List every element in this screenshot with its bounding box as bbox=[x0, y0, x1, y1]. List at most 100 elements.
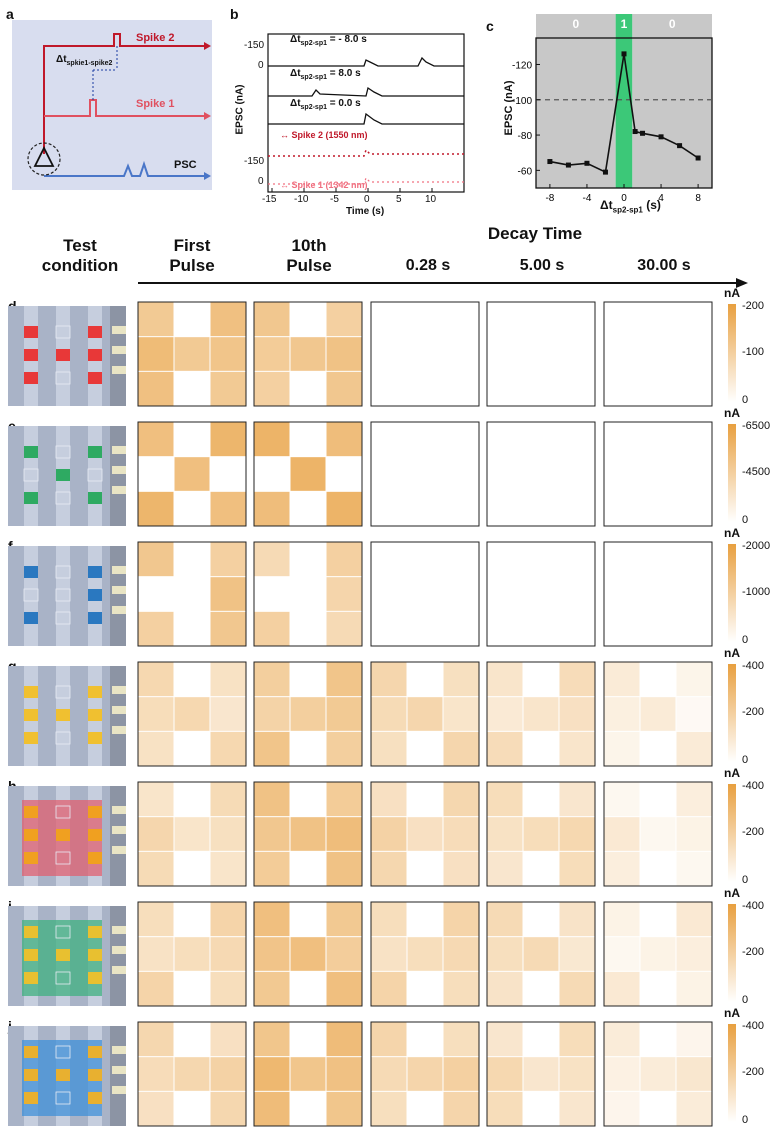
chip-pad bbox=[112, 826, 126, 834]
heatmap-cell bbox=[210, 1057, 246, 1091]
colorbar-tick: 0 bbox=[742, 874, 749, 886]
colorbar-unit: nA bbox=[724, 286, 740, 300]
row-graphics bbox=[8, 421, 736, 527]
heatmap-frame bbox=[603, 301, 713, 407]
chip-edge bbox=[110, 546, 126, 646]
heatmap-cell bbox=[371, 782, 407, 817]
heatmap-cell bbox=[210, 662, 246, 697]
heatmap-cell bbox=[210, 542, 246, 577]
panel-b-plot bbox=[267, 33, 465, 193]
heatmap-cell bbox=[676, 971, 712, 1006]
heatmap-cell bbox=[559, 731, 595, 766]
neuron-icon bbox=[33, 145, 55, 167]
xtick: 10 bbox=[425, 194, 437, 205]
pixel-active bbox=[24, 492, 38, 504]
heatmap-border bbox=[603, 901, 713, 1007]
pixel-idle bbox=[55, 1091, 71, 1105]
heatmap-cell bbox=[487, 1091, 523, 1126]
heatmap-cell bbox=[326, 577, 362, 611]
heatmap-border bbox=[603, 781, 713, 887]
heatmap-cell bbox=[326, 1091, 362, 1126]
chip-pad bbox=[112, 1066, 126, 1074]
pixel-active bbox=[88, 326, 102, 338]
heatmap-cell bbox=[604, 697, 640, 731]
heatmap-border bbox=[253, 541, 363, 647]
heatmap-cell bbox=[604, 817, 640, 851]
trace-line bbox=[268, 56, 464, 67]
heatmap-frame bbox=[603, 541, 713, 647]
heatmap-cell bbox=[210, 422, 246, 457]
heatmap-cell bbox=[210, 302, 246, 337]
trace-label: Δtsp2-sp1 = 8.0 s bbox=[290, 68, 361, 81]
heatmap-cell bbox=[559, 937, 595, 971]
header-first-pulse: First Pulse bbox=[169, 236, 215, 275]
row-graphics bbox=[8, 541, 736, 647]
heatmap-border bbox=[253, 901, 363, 1007]
panel-b-xticks bbox=[271, 188, 433, 192]
heatmap-cell bbox=[640, 1057, 676, 1091]
heatmap-cell bbox=[174, 457, 210, 491]
colorbar-tick: -400 bbox=[742, 1020, 765, 1032]
heatmap-cell bbox=[326, 337, 362, 371]
heatmap-cell bbox=[138, 902, 174, 937]
heatmap-cell bbox=[559, 971, 595, 1006]
ytick-label: -60 bbox=[518, 166, 533, 177]
heatmap-cell bbox=[559, 1057, 595, 1091]
heatmap-cell bbox=[487, 937, 523, 971]
heatmap-border bbox=[370, 661, 480, 767]
spike2-trace bbox=[268, 148, 464, 157]
chip-edge bbox=[110, 306, 126, 406]
heatmap-frame bbox=[370, 901, 480, 1007]
spike2-arrow bbox=[204, 42, 211, 50]
chip-edge bbox=[110, 786, 126, 886]
chip-edge bbox=[110, 426, 126, 526]
series-line bbox=[549, 53, 699, 174]
spike2-label: Spike 2 bbox=[136, 32, 175, 44]
heatmap-cell bbox=[326, 731, 362, 766]
pixel-idle bbox=[55, 611, 71, 625]
band-label: 0 bbox=[572, 17, 579, 31]
pixel-active bbox=[56, 949, 70, 961]
heatmap-cell bbox=[487, 697, 523, 731]
colorbar bbox=[728, 304, 736, 402]
chip-edge bbox=[110, 1026, 126, 1126]
heatmap-cell bbox=[174, 1057, 210, 1091]
heatmap-cell bbox=[174, 697, 210, 731]
pixel-active bbox=[24, 926, 38, 938]
header-decay-time: Decay Time bbox=[487, 224, 583, 243]
pixel-active bbox=[88, 852, 102, 864]
panel-a-schematic bbox=[12, 20, 212, 190]
colorbar-tick: -200 bbox=[742, 300, 765, 312]
colorbar-tick: 0 bbox=[742, 634, 749, 646]
psc-label: PSC bbox=[174, 159, 197, 171]
neuron-outline bbox=[27, 142, 61, 176]
heatmap-cell bbox=[290, 1057, 326, 1091]
row-graphics bbox=[8, 901, 736, 1007]
chip-edge bbox=[110, 906, 126, 1006]
heatmap-cell bbox=[254, 337, 290, 371]
xtick: -15 bbox=[262, 194, 277, 205]
heatmap-border bbox=[137, 781, 247, 887]
pixel-active bbox=[88, 829, 102, 841]
heatmap-border bbox=[137, 541, 247, 647]
trace-line bbox=[268, 86, 464, 97]
row-graphics bbox=[8, 1021, 736, 1127]
heatmap-cell bbox=[326, 371, 362, 406]
colorbar-unit: nA bbox=[724, 1006, 740, 1020]
heatmap-frame bbox=[486, 421, 596, 527]
heatmap-frame bbox=[603, 421, 713, 527]
heatmap-cell bbox=[138, 697, 174, 731]
panel-c: c 0 1 0 -120 -100 -80 -60 -8 -4 0 4 8 EPSC (nA) Δts… bbox=[484, 4, 724, 218]
ytick-label: -100 bbox=[512, 96, 532, 107]
heatmap-border bbox=[253, 781, 363, 887]
heatmap-cell bbox=[254, 302, 290, 337]
heatmap-cell bbox=[407, 1057, 443, 1091]
heatmap-frame bbox=[137, 901, 247, 1007]
header-10th-pulse: 10th Pulse bbox=[286, 236, 332, 275]
data-point bbox=[658, 134, 664, 140]
heatmap-cell bbox=[487, 1057, 523, 1091]
colorbar-tick: -400 bbox=[742, 780, 765, 792]
data-point bbox=[602, 169, 608, 175]
heatmap-cell bbox=[210, 971, 246, 1006]
